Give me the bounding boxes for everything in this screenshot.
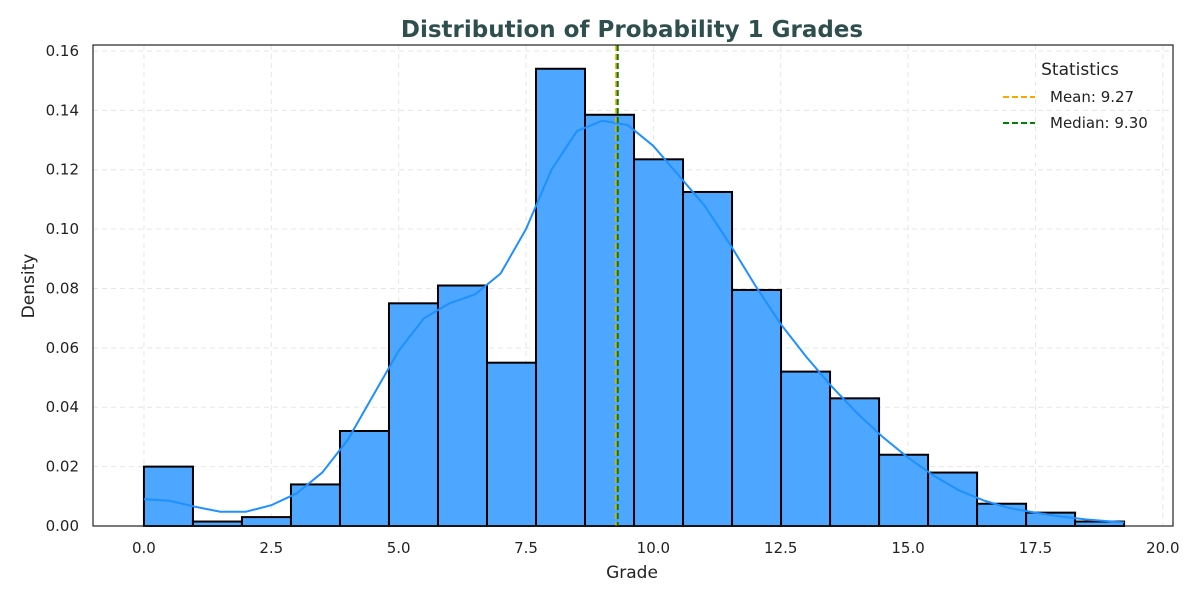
histogram-bar — [927, 471, 979, 527]
histogram-bars — [142, 67, 1126, 528]
y-tick-label: 0.08 — [46, 279, 79, 297]
x-axis-ticks: 0.0 2.5 5.0 7.5 10.0 12.5 15.0 17.5 20.0 — [132, 539, 1180, 557]
histogram-bar — [731, 288, 783, 527]
x-tick-label: 0.0 — [132, 539, 156, 557]
y-tick-label: 0.00 — [46, 517, 79, 535]
legend-median-label: Median: 9.30 — [1050, 114, 1148, 132]
y-tick-label: 0.02 — [46, 458, 79, 476]
histogram-bar — [240, 516, 292, 527]
histogram-bar — [976, 502, 1028, 527]
x-tick-label: 10.0 — [637, 539, 670, 557]
histogram-bar — [387, 302, 439, 527]
y-tick-label: 0.06 — [46, 339, 79, 357]
histogram-bar — [535, 67, 587, 528]
x-tick-label: 7.5 — [514, 539, 538, 557]
y-tick-label: 0.14 — [46, 101, 79, 119]
histogram-bar — [436, 284, 488, 527]
y-tick-label: 0.16 — [46, 42, 79, 60]
plot-frame — [92, 44, 1174, 527]
y-axis-ticks: 0.00 0.02 0.04 0.06 0.08 0.10 0.12 0.14 0.16 — [46, 42, 79, 535]
legend-title: Statistics — [1041, 60, 1119, 80]
histogram-bar — [485, 361, 538, 528]
histogram-bar — [584, 113, 636, 527]
x-axis-label: Grade — [606, 563, 658, 583]
histogram-bar — [142, 465, 194, 527]
histogram-bar — [338, 429, 390, 527]
x-tick-label: 15.0 — [891, 539, 924, 557]
x-tick-label: 20.0 — [1146, 539, 1179, 557]
chart-title: Distribution of Probability 1 Grades — [401, 17, 863, 43]
legend: Statistics Mean: 9.27 Median: 9.30 — [1003, 60, 1148, 132]
histogram-bar — [829, 397, 881, 527]
y-tick-label: 0.12 — [46, 161, 79, 179]
y-axis-label: Density — [19, 254, 39, 319]
histogram-bar — [191, 520, 243, 528]
x-tick-label: 5.0 — [387, 539, 411, 557]
histogram-bar — [682, 190, 734, 527]
histogram-bar — [633, 158, 685, 527]
x-tick-label: 17.5 — [1019, 539, 1052, 557]
histogram-bar — [289, 483, 341, 527]
kde-curve — [143, 119, 1125, 524]
x-tick-label: 2.5 — [259, 539, 283, 557]
y-tick-label: 0.10 — [46, 220, 79, 238]
legend-mean-label: Mean: 9.27 — [1050, 88, 1134, 106]
y-tick-label: 0.04 — [46, 398, 79, 416]
x-tick-label: 12.5 — [764, 539, 797, 557]
histogram-bar — [780, 370, 832, 528]
